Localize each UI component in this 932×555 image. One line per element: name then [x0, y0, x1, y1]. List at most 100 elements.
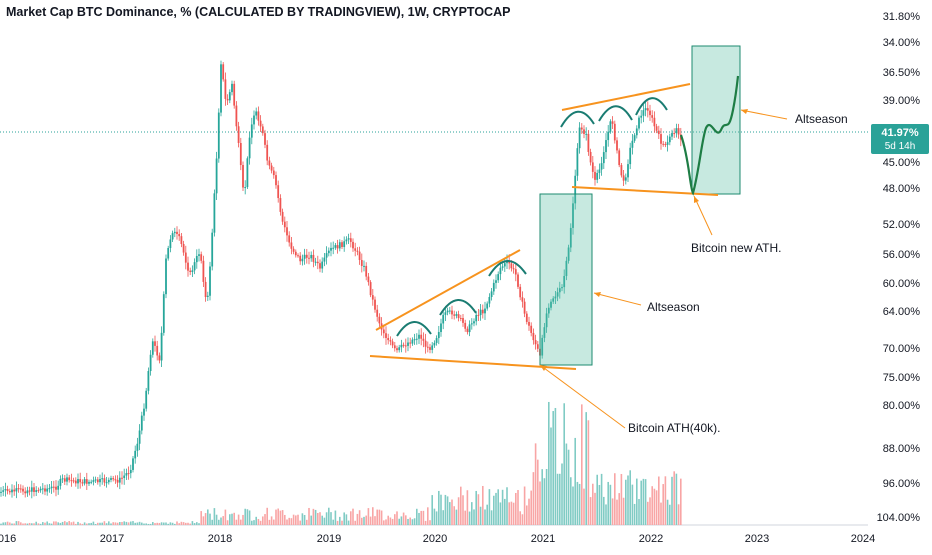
candle-body — [233, 83, 236, 106]
altseason-box-2021[interactable] — [539, 193, 593, 366]
arc[interactable] — [396, 321, 432, 337]
candle-body — [123, 475, 126, 478]
x-tick-label: 2019 — [317, 533, 341, 545]
y-tick-label: 39.00% — [883, 95, 921, 107]
volume-bar — [550, 427, 552, 525]
trendline-upper-2019[interactable] — [375, 249, 521, 331]
volume-bar — [132, 521, 134, 525]
volume-bar — [372, 507, 374, 525]
candle-body — [253, 115, 255, 125]
volume-bar — [519, 511, 521, 525]
pattern-arcs[interactable] — [396, 97, 668, 337]
volume-bar — [570, 477, 572, 525]
volume-bar — [242, 514, 244, 525]
arc[interactable] — [560, 110, 595, 128]
trendline-upper-2021[interactable] — [561, 83, 691, 111]
candle-body — [347, 238, 350, 240]
volume-bar — [352, 508, 354, 525]
volume-bar — [33, 523, 35, 525]
arrow-heads — [540, 109, 748, 371]
volume-bar — [325, 512, 328, 525]
y-tick-label: 56.00% — [883, 249, 921, 261]
altseason-box-projected[interactable] — [691, 45, 741, 195]
candle-body — [391, 341, 394, 346]
volume-bar — [605, 504, 607, 525]
candle-body — [666, 142, 669, 145]
candle-body — [660, 134, 662, 144]
volume-bar — [501, 489, 504, 525]
volume-bar — [275, 509, 277, 525]
candle-body — [79, 479, 82, 483]
volume-bar — [660, 502, 662, 525]
annotation-bitcoin-ath-40k: Bitcoin ATH(40k). — [628, 421, 720, 435]
candle-body — [424, 340, 427, 347]
y-tick-label: 75.00% — [883, 372, 921, 384]
candle-body — [118, 477, 121, 483]
candle-body — [345, 239, 348, 242]
volume-bar — [455, 509, 458, 525]
volume-bar — [629, 470, 631, 525]
candle-body — [349, 238, 352, 242]
candle-body — [415, 338, 418, 340]
volume-bar — [356, 513, 359, 525]
candles — [0, 60, 682, 499]
volume-bar — [220, 517, 222, 525]
volume-bar — [618, 493, 620, 525]
volume-bar — [178, 523, 180, 525]
volume-bar — [446, 496, 449, 525]
annotation-bitcoin-new-ath: Bitcoin new ATH. — [691, 241, 781, 255]
volume-bar — [112, 522, 114, 525]
volume-bar — [134, 522, 136, 525]
volume-bar — [167, 523, 169, 525]
candle-body — [90, 481, 93, 483]
candle-body — [356, 250, 359, 252]
volume-bar — [330, 512, 332, 525]
candle-body — [259, 120, 262, 127]
candle-body — [83, 479, 86, 484]
annotation-arrows — [539, 109, 788, 429]
volume-bar — [174, 523, 176, 525]
candle-body — [310, 254, 313, 259]
x-tick-label: 2024 — [851, 533, 875, 545]
projection-path[interactable] — [679, 75, 740, 196]
volume-bar — [317, 512, 319, 525]
volume-bar — [204, 513, 207, 525]
volume-bar — [268, 519, 271, 525]
arc[interactable] — [488, 260, 527, 277]
arc[interactable] — [598, 105, 633, 122]
candle-body — [479, 309, 482, 316]
candle-body — [226, 98, 229, 101]
volume-bar — [156, 522, 158, 525]
volume-bar — [202, 516, 205, 525]
candle-body — [607, 131, 610, 141]
volume-bar — [576, 481, 579, 525]
volume-bar — [526, 505, 528, 525]
arc[interactable] — [635, 97, 668, 116]
candle-body — [609, 121, 612, 132]
volume-bar — [647, 501, 649, 525]
volume-bar — [396, 511, 398, 525]
candle-body — [576, 148, 579, 176]
candle-body — [92, 480, 95, 482]
volume-bar — [592, 483, 594, 525]
candle-body — [46, 488, 49, 492]
arc[interactable] — [439, 299, 477, 316]
candle-body — [521, 297, 524, 302]
volume-bar — [398, 518, 400, 525]
candle-body — [332, 247, 335, 249]
volume-bar — [638, 499, 640, 525]
candle-body — [367, 276, 370, 283]
candle-body — [477, 314, 480, 316]
candle-body — [57, 485, 60, 490]
volume-bar — [303, 514, 306, 525]
candle-body — [266, 144, 269, 161]
candle-body — [543, 327, 546, 338]
candle-body — [646, 108, 649, 111]
candle-body — [334, 245, 337, 248]
candle-body — [44, 488, 46, 492]
volume-bar — [587, 420, 590, 525]
candle-body — [444, 312, 447, 315]
candle-body — [488, 296, 491, 304]
